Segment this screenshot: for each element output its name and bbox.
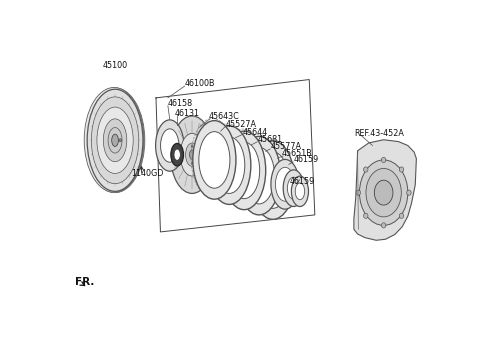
Text: 45644: 45644 <box>242 128 267 137</box>
Text: 46100B: 46100B <box>185 80 215 88</box>
Ellipse shape <box>170 116 214 193</box>
Ellipse shape <box>291 176 309 206</box>
Text: 45651B: 45651B <box>282 149 313 158</box>
Ellipse shape <box>223 131 266 210</box>
Ellipse shape <box>193 121 236 199</box>
Ellipse shape <box>360 160 408 225</box>
Ellipse shape <box>87 89 143 191</box>
Text: 45527A: 45527A <box>226 120 256 129</box>
Ellipse shape <box>208 126 251 204</box>
Ellipse shape <box>174 149 180 160</box>
Text: 1140GD: 1140GD <box>132 169 164 178</box>
Ellipse shape <box>407 190 411 195</box>
Ellipse shape <box>374 180 393 205</box>
Ellipse shape <box>180 133 204 176</box>
Text: 46158: 46158 <box>168 99 193 108</box>
Text: 46131: 46131 <box>175 109 200 118</box>
Ellipse shape <box>85 88 145 193</box>
Ellipse shape <box>192 145 193 148</box>
Ellipse shape <box>243 147 275 204</box>
Ellipse shape <box>85 88 144 192</box>
Text: 45100: 45100 <box>103 61 128 70</box>
Ellipse shape <box>91 97 139 184</box>
Ellipse shape <box>382 157 386 163</box>
Text: 45577A: 45577A <box>270 142 301 151</box>
Ellipse shape <box>228 142 260 199</box>
Ellipse shape <box>84 87 144 192</box>
Ellipse shape <box>103 119 127 162</box>
Ellipse shape <box>399 167 404 172</box>
Ellipse shape <box>257 152 288 208</box>
Ellipse shape <box>382 223 386 228</box>
Ellipse shape <box>214 137 245 193</box>
Ellipse shape <box>251 141 294 219</box>
Ellipse shape <box>363 213 368 218</box>
Ellipse shape <box>238 136 281 215</box>
Ellipse shape <box>186 143 199 166</box>
Polygon shape <box>354 140 416 240</box>
Ellipse shape <box>160 129 179 162</box>
Ellipse shape <box>112 134 119 147</box>
Ellipse shape <box>171 143 183 166</box>
Text: 45643C: 45643C <box>209 112 240 121</box>
Ellipse shape <box>190 150 195 159</box>
Ellipse shape <box>283 170 304 206</box>
Text: 46159: 46159 <box>293 155 319 165</box>
Ellipse shape <box>363 167 368 172</box>
Ellipse shape <box>192 162 193 165</box>
Ellipse shape <box>108 128 122 153</box>
Ellipse shape <box>366 168 401 217</box>
Text: 45681: 45681 <box>257 135 282 144</box>
Ellipse shape <box>276 167 295 201</box>
Text: 46159: 46159 <box>290 177 315 186</box>
Ellipse shape <box>199 132 230 188</box>
Ellipse shape <box>156 120 184 171</box>
Ellipse shape <box>288 177 300 199</box>
Ellipse shape <box>295 183 305 200</box>
Ellipse shape <box>271 159 299 209</box>
Text: FR.: FR. <box>75 277 94 287</box>
Ellipse shape <box>399 213 404 218</box>
Ellipse shape <box>119 139 122 142</box>
Text: REF.43-452A: REF.43-452A <box>354 129 404 138</box>
Ellipse shape <box>356 190 360 195</box>
Ellipse shape <box>97 107 133 173</box>
